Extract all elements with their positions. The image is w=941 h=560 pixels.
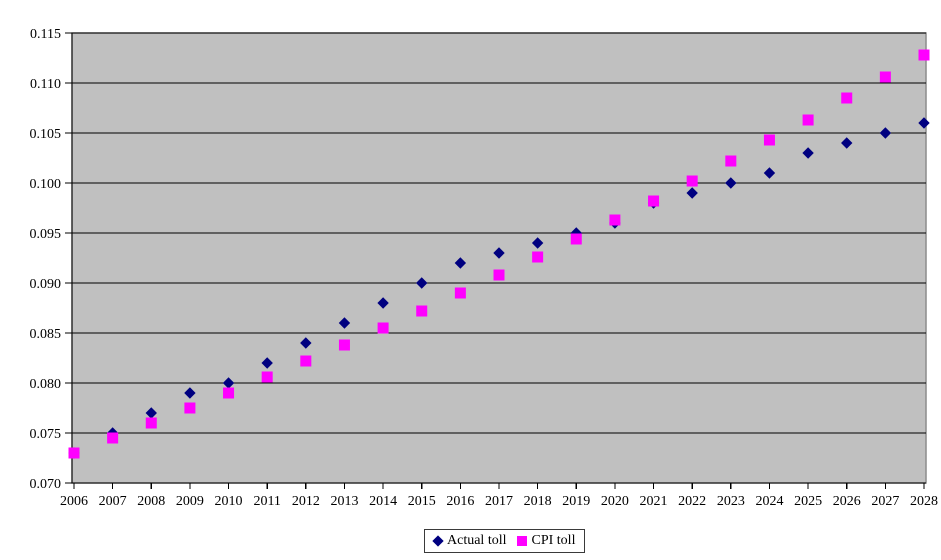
data-point-actual-toll (454, 257, 467, 269)
data-point-cpi-toll (184, 402, 196, 414)
x-axis-label: 2008 (137, 494, 165, 509)
data-point-cpi-toll (107, 432, 119, 444)
data-point-cpi-toll (879, 71, 891, 83)
data-point-cpi-toll (223, 387, 235, 399)
x-axis-label: 2009 (176, 494, 204, 509)
y-axis-label: 0.085 (30, 327, 62, 342)
data-point-cpi-toll (300, 355, 312, 367)
y-axis-label: 0.095 (30, 227, 62, 242)
actual-toll-diamond-icon (432, 535, 444, 547)
x-axis-label: 2027 (871, 494, 899, 509)
x-axis-label: 2025 (794, 494, 822, 509)
data-point-actual-toll (879, 127, 892, 139)
data-point-cpi-toll (648, 195, 660, 207)
y-axis-label: 0.105 (30, 127, 62, 142)
data-point-cpi-toll (416, 305, 428, 317)
data-point-cpi-toll (261, 371, 273, 383)
x-axis-label: 2026 (833, 494, 861, 509)
data-point-actual-toll (377, 297, 389, 309)
data-point-actual-toll (725, 177, 737, 189)
x-axis-label: 2010 (215, 494, 243, 509)
data-point-cpi-toll (454, 287, 466, 299)
data-point-cpi-toll (686, 175, 698, 187)
cpi-toll-square-icon (516, 536, 527, 546)
x-axis-label: 2014 (369, 494, 397, 509)
x-axis-label: 2016 (446, 494, 474, 509)
data-point-actual-toll (300, 337, 312, 349)
data-point-cpi-toll (532, 251, 544, 263)
x-axis-label: 2017 (485, 494, 513, 509)
y-axis-label: 0.100 (30, 177, 62, 192)
y-axis-label: 0.080 (30, 377, 62, 392)
data-point-cpi-toll (377, 322, 389, 334)
legend-label-actual-toll: Actual toll (447, 533, 507, 548)
x-axis-label: 2011 (253, 494, 280, 509)
data-point-cpi-toll (570, 233, 582, 245)
y-axis-label: 0.090 (30, 277, 62, 292)
x-axis-label: 2024 (755, 494, 783, 509)
data-point-actual-toll (222, 377, 235, 389)
x-axis-label: 2013 (330, 494, 358, 509)
data-point-cpi-toll (918, 49, 930, 61)
x-axis-label: 2018 (524, 494, 552, 509)
data-point-actual-toll (261, 357, 273, 369)
x-axis-label: 2012 (292, 494, 320, 509)
x-axis-label: 2019 (562, 494, 590, 509)
data-point-actual-toll (145, 407, 157, 419)
data-point-actual-toll (338, 317, 351, 329)
x-axis-label: 2028 (910, 494, 938, 509)
y-axis-label: 0.115 (30, 27, 61, 42)
legend-item-actual-toll: Actual toll (432, 533, 507, 549)
x-axis-label: 2015 (408, 494, 436, 509)
data-point-actual-toll (841, 137, 853, 149)
data-point-cpi-toll (725, 155, 737, 167)
legend-item-cpi-toll: CPI toll (516, 533, 576, 549)
data-point-cpi-toll (145, 417, 157, 429)
data-point-cpi-toll (802, 114, 814, 126)
data-point-actual-toll (493, 247, 505, 259)
data-point-cpi-toll (68, 447, 80, 459)
data-point-actual-toll (763, 167, 776, 179)
x-axis-label: 2006 (60, 494, 88, 509)
y-axis-label: 0.070 (30, 477, 62, 492)
x-axis-label: 2021 (640, 494, 668, 509)
data-point-actual-toll (802, 147, 814, 159)
data-point-actual-toll (570, 227, 582, 239)
x-axis-label: 2022 (678, 494, 706, 509)
legend: Actual toll CPI toll (424, 529, 586, 553)
y-axis-label: 0.075 (30, 427, 62, 442)
data-point-actual-toll (184, 387, 196, 399)
x-axis-label: 2020 (601, 494, 629, 509)
data-point-cpi-toll (493, 269, 505, 281)
legend-label-cpi-toll: CPI toll (531, 533, 576, 548)
data-point-actual-toll (686, 187, 698, 199)
data-point-actual-toll (918, 117, 930, 129)
x-axis-label: 2007 (99, 494, 127, 509)
y-axis-label: 0.110 (30, 77, 61, 92)
data-point-cpi-toll (338, 339, 350, 351)
data-point-cpi-toll (763, 134, 775, 146)
data-point-actual-toll (531, 237, 544, 249)
data-point-cpi-toll (609, 214, 621, 226)
x-axis-label: 2023 (717, 494, 745, 509)
data-point-cpi-toll (841, 92, 853, 104)
data-point-actual-toll (416, 277, 428, 289)
